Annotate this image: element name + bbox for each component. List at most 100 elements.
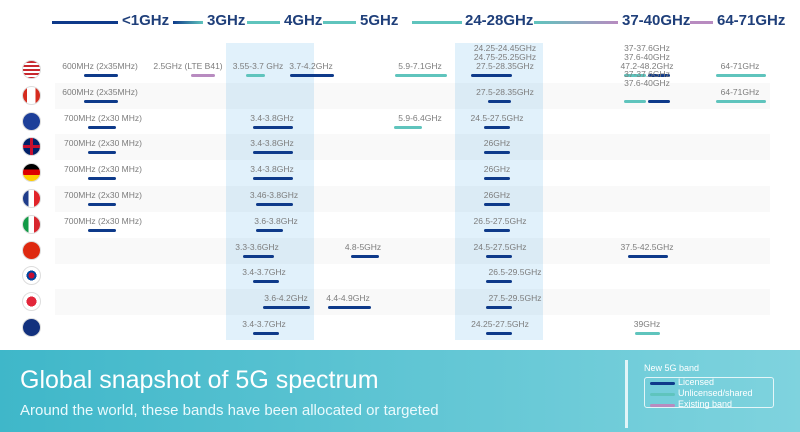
band-bar-unlicensed	[716, 99, 766, 103]
band-bar-licensed	[88, 125, 116, 129]
band-bar-unlicensed	[716, 74, 766, 77]
band-bar-licensed	[486, 280, 512, 284]
band-bar-licensed	[253, 332, 279, 335]
header-band-2: 4GHz	[284, 12, 323, 29]
band-bar-licensed	[253, 280, 279, 284]
band-bar-licensed	[484, 203, 510, 206]
band-label: 600MHz (2x35MHz)	[62, 86, 138, 97]
band-bar-unlicensed	[624, 74, 646, 77]
band-bar-licensed	[484, 151, 510, 155]
band-label: 3.4-3.8GHz	[250, 112, 294, 123]
legend-swatch	[650, 382, 675, 385]
band-label: 3.4-3.7GHz	[242, 319, 286, 329]
band-bar-licensed	[484, 125, 510, 129]
band-bar-licensed	[263, 306, 310, 310]
band-label: 24.25-27.5GHz	[471, 319, 529, 329]
band-bar-unlicensed	[395, 74, 447, 77]
row-background	[55, 289, 770, 315]
row-background	[55, 186, 770, 212]
band-label: 64-71GHz	[720, 61, 760, 71]
header-line	[690, 21, 713, 24]
legend-box	[644, 377, 774, 408]
legend-label: Existing band	[678, 399, 733, 409]
band-bar-unlicensed	[635, 332, 660, 335]
band-bar-licensed	[88, 151, 116, 155]
band-label: 5.9-6.4GHz	[398, 112, 442, 123]
us-flag-icon	[22, 60, 41, 79]
header-band-6: 64-71GHz	[717, 12, 786, 29]
band-bar-licensed	[486, 254, 512, 258]
highlight-3-4ghz	[226, 43, 314, 340]
band-label: 37-37.6GHz 37.6-40GHz	[624, 68, 670, 88]
japan-flag-icon	[22, 292, 41, 312]
band-bar-licensed	[648, 99, 670, 103]
band-label: 3.6-4.2GHz	[264, 293, 308, 304]
band-label: 3.4-3.7GHz	[242, 267, 286, 278]
row-background	[55, 134, 770, 160]
legend-label: Unlicensed/shared	[678, 388, 753, 398]
band-label: 64-71GHz	[720, 86, 760, 97]
band-label: 700MHz (2x30 MHz)	[64, 138, 142, 149]
band-label: 37-37.6GHz 37.6-40GHz 47.2-48.2GHz	[620, 43, 674, 71]
band-bar-licensed	[486, 332, 512, 335]
band-bar-licensed	[253, 177, 293, 181]
legend-swatch	[650, 404, 675, 407]
band-bar-licensed	[256, 203, 293, 206]
header-line	[323, 21, 356, 24]
header-band-4: 24-28GHz	[465, 12, 534, 29]
header-band-3: 5GHz	[360, 12, 399, 29]
canada-flag-icon	[22, 85, 41, 105]
band-label: 24.5-27.5GHz	[473, 241, 527, 252]
band-bar-existing	[191, 74, 215, 77]
australia-flag-icon	[22, 318, 41, 337]
band-bar-licensed	[486, 306, 512, 310]
band-bar-licensed	[351, 254, 379, 258]
band-label: 27.5-29.5GHz	[488, 293, 542, 304]
band-bar-licensed	[648, 74, 670, 77]
band-label: 4.8-5GHz	[344, 241, 382, 252]
band-label: 26.5-29.5GHz	[488, 267, 542, 278]
band-label: 3.55-3.7 GHz	[232, 61, 284, 71]
band-bar-licensed	[471, 74, 512, 77]
band-bar-licensed	[484, 228, 510, 232]
band-label: 700MHz (2x30 MHz)	[64, 215, 142, 226]
band-label: 3.6-3.8GHz	[254, 215, 298, 226]
header-line	[173, 21, 203, 24]
header-line	[247, 21, 280, 24]
band-label: 27.5-28.35GHz	[476, 86, 534, 97]
band-label: 24.25-24.45GHz 24.75-25.25GHz 27.5-28.35…	[473, 43, 537, 71]
band-label: 3.7-4.2GHz	[289, 61, 333, 71]
band-label: 26GHz	[483, 138, 511, 149]
band-label: 700MHz (2x30 MHz)	[64, 164, 142, 175]
uk-flag-icon	[22, 137, 41, 157]
germany-flag-icon	[22, 163, 41, 183]
band-label: 3.4-3.8GHz	[250, 164, 294, 175]
korea-flag-icon	[22, 266, 41, 286]
chart-title: Global snapshot of 5G spectrum	[20, 366, 379, 394]
band-label: 26GHz	[483, 164, 511, 175]
legend-item-unlicensed: Unlicensed/shared	[650, 388, 753, 398]
band-label: 37.5-42.5GHz	[620, 241, 674, 252]
band-bar-licensed	[328, 306, 371, 310]
header-band-5: 37-40GHz	[622, 12, 691, 29]
band-bar-licensed	[256, 228, 283, 232]
title-banner: Global snapshot of 5G spectrum Around th…	[0, 350, 800, 432]
band-bar-licensed	[243, 254, 274, 258]
band-label: 26GHz	[483, 190, 511, 200]
band-bar-licensed	[253, 151, 293, 155]
band-bar-licensed	[88, 177, 116, 181]
band-bar-licensed	[253, 125, 293, 129]
band-bar-licensed	[88, 203, 116, 206]
band-bar-unlicensed	[624, 99, 646, 103]
band-label: 2.5GHz (LTE B41)	[153, 61, 223, 71]
band-bar-licensed	[88, 228, 116, 232]
band-label: 3.3-3.6GHz	[235, 241, 279, 252]
header-line	[412, 21, 462, 24]
band-label: 3.4-3.8GHz	[250, 138, 294, 149]
legend-title: New 5G band	[644, 363, 700, 373]
band-label: 4.4-4.9GHz	[326, 293, 370, 304]
band-label: 26.5-27.5GHz	[473, 215, 527, 226]
header-line	[52, 21, 118, 24]
band-label: 600MHz (2x35MHz)	[62, 61, 138, 71]
